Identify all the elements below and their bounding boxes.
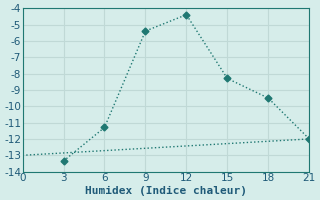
X-axis label: Humidex (Indice chaleur): Humidex (Indice chaleur) (85, 186, 247, 196)
